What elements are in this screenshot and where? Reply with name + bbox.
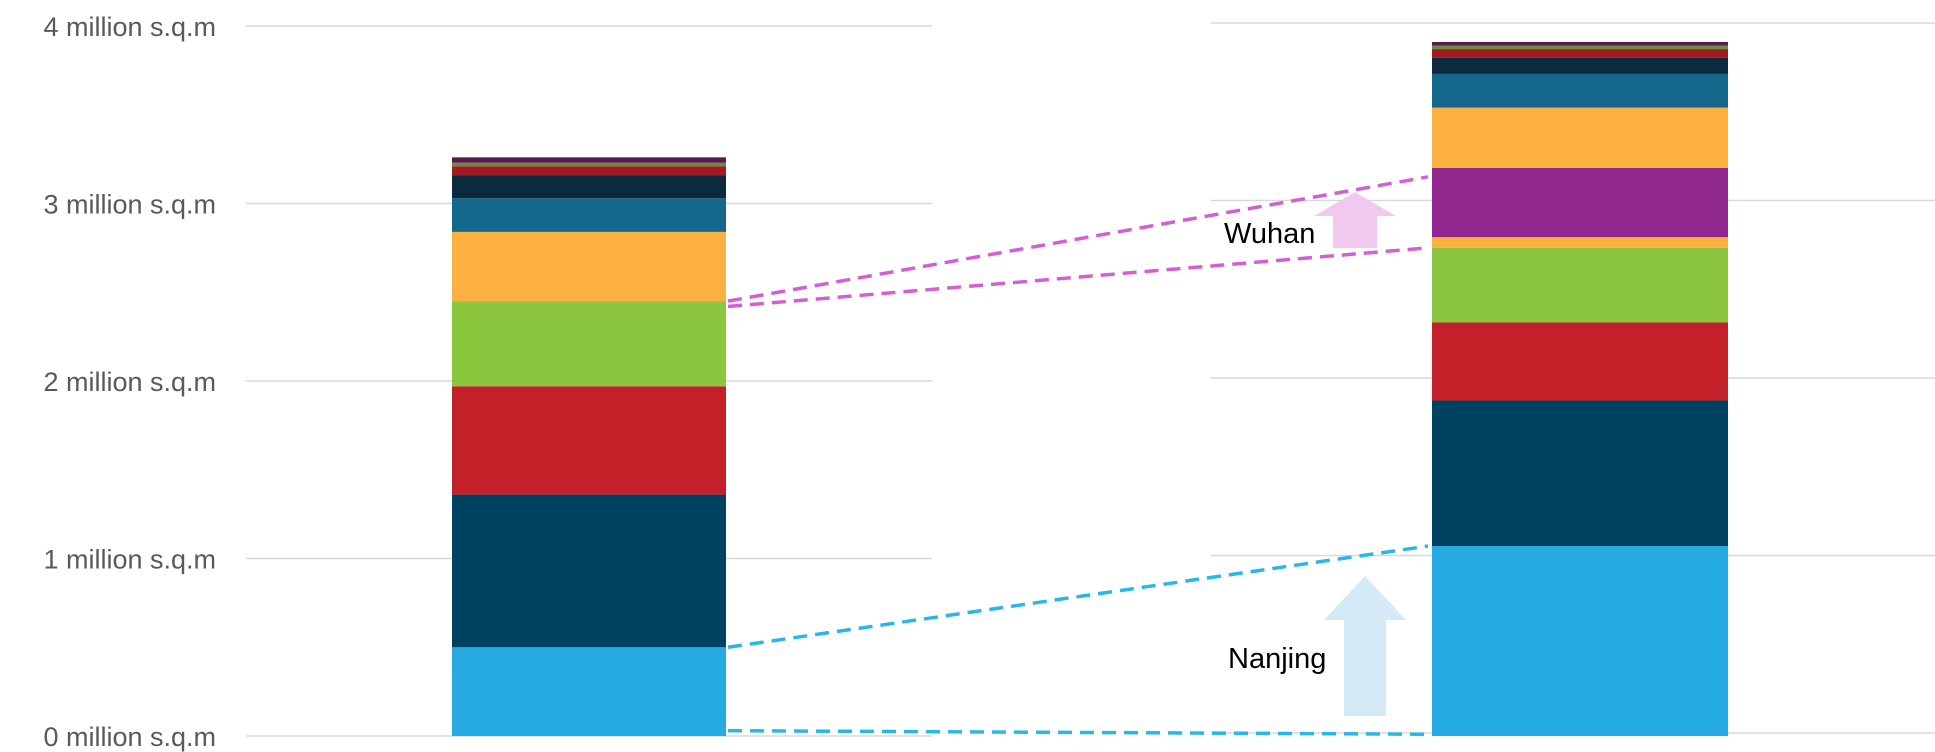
y-tick-label: 4 million s.q.m — [43, 12, 216, 42]
up-arrow-icon — [1324, 576, 1406, 716]
bar-segment — [452, 647, 726, 736]
y-tick-label: 1 million s.q.m — [43, 545, 216, 575]
annotation-connector-line — [727, 728, 1429, 736]
bar-segment — [1432, 73, 1728, 108]
annotation-connector-line — [727, 246, 1429, 309]
bar-segment — [1432, 247, 1728, 323]
annotation-arrows — [1314, 192, 1406, 716]
bar-segment — [1432, 107, 1728, 168]
bar-segment — [452, 301, 726, 387]
annotation-label: Nanjing — [1228, 643, 1326, 675]
bar-segment — [1432, 322, 1728, 401]
bar-segment — [452, 175, 726, 199]
bar-segment — [1432, 237, 1728, 248]
bar-segment — [452, 231, 726, 302]
bar-segment — [1432, 45, 1728, 50]
bar-segment — [1432, 168, 1728, 238]
up-arrow-icon — [1314, 192, 1396, 248]
annotation-label: Wuhan — [1224, 218, 1315, 250]
bar-segment — [452, 386, 726, 495]
bar-segment — [452, 166, 726, 176]
bar-segment — [452, 162, 726, 167]
annotation-connector-line — [727, 544, 1429, 649]
y-tick-label: 2 million s.q.m — [43, 367, 216, 397]
annotation-connector-line — [727, 175, 1429, 303]
y-tick-label: 3 million s.q.m — [43, 190, 216, 220]
bar-segment — [452, 494, 726, 648]
bar-segment — [1432, 400, 1728, 547]
annotation-lines — [727, 175, 1429, 736]
y-tick-label: 0 million s.q.m — [43, 722, 216, 752]
bar-segment — [1432, 41, 1728, 46]
y-axis-tick-labels: 0 million s.q.m 1 million s.q.m 2 million … — [43, 12, 216, 752]
bar-segment — [452, 198, 726, 232]
bar-segment — [1432, 546, 1728, 736]
bars — [452, 41, 1728, 736]
annotation-labels: Wuhan Nanjing — [1224, 218, 1326, 675]
bar-segment — [452, 157, 726, 163]
bar-segment — [1432, 49, 1728, 58]
bar-segment — [1432, 57, 1728, 74]
